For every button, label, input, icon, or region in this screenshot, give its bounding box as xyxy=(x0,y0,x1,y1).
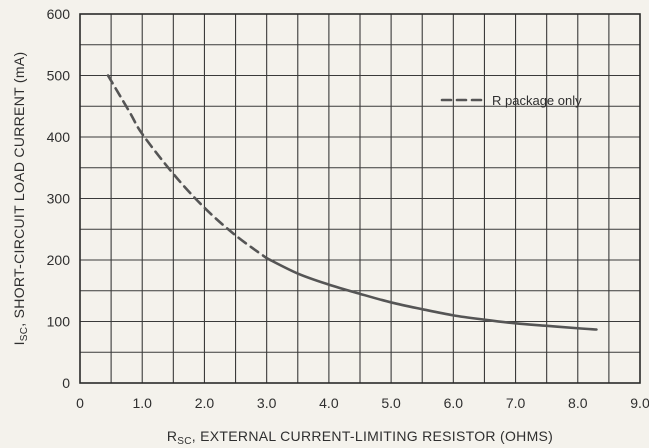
x-tick-label: 7.0 xyxy=(506,395,526,411)
y-axis-title-rest: , SHORT-CIRCUIT LOAD CURRENT (mA) xyxy=(11,52,27,327)
legend: R package only xyxy=(440,93,582,108)
y-tick-label: 100 xyxy=(47,314,71,330)
y-tick-label: 200 xyxy=(47,252,71,268)
x-tick-label: 2.0 xyxy=(195,395,215,411)
legend-label: R package only xyxy=(492,93,582,108)
x-tick-label: 3.0 xyxy=(257,395,277,411)
y-axis-title: ISC, SHORT-CIRCUIT LOAD CURRENT (mA) xyxy=(11,52,30,346)
series-layer xyxy=(106,74,598,331)
x-axis-title-main: R xyxy=(167,428,177,444)
y-axis-title-sub: SC xyxy=(19,327,30,342)
x-tick-labels: 0 1.0 2.0 3.0 4.0 5.0 6.0 7.0 8.0 9.0 xyxy=(76,395,649,411)
y-tick-label: 0 xyxy=(62,375,70,391)
y-axis-title-main: I xyxy=(11,341,27,345)
x-tick-label: 6.0 xyxy=(444,395,464,411)
x-tick-label: 8.0 xyxy=(568,395,588,411)
x-tick-label: 4.0 xyxy=(319,395,339,411)
x-tick-label: 9.0 xyxy=(630,395,649,411)
y-tick-label: 300 xyxy=(47,191,71,207)
series-line-solid xyxy=(265,256,598,331)
x-axis-title-sub: SC xyxy=(177,436,192,447)
plot-frame xyxy=(79,13,641,384)
y-tick-label: 500 xyxy=(47,68,71,84)
y-tick-labels: 0 100 200 300 400 500 600 xyxy=(47,6,71,391)
x-axis-title: RSC, EXTERNAL CURRENT-LIMITING RESISTOR … xyxy=(167,428,553,447)
grid xyxy=(80,14,640,383)
y-tick-label: 600 xyxy=(47,6,71,22)
x-tick-label: 1.0 xyxy=(132,395,152,411)
x-tick-label: 5.0 xyxy=(381,395,401,411)
x-axis-title-rest: , EXTERNAL CURRENT-LIMITING RESISTOR (OH… xyxy=(192,428,553,444)
y-tick-label: 400 xyxy=(47,129,71,145)
series-line-dashed xyxy=(106,74,268,260)
x-tick-label: 0 xyxy=(76,395,84,411)
